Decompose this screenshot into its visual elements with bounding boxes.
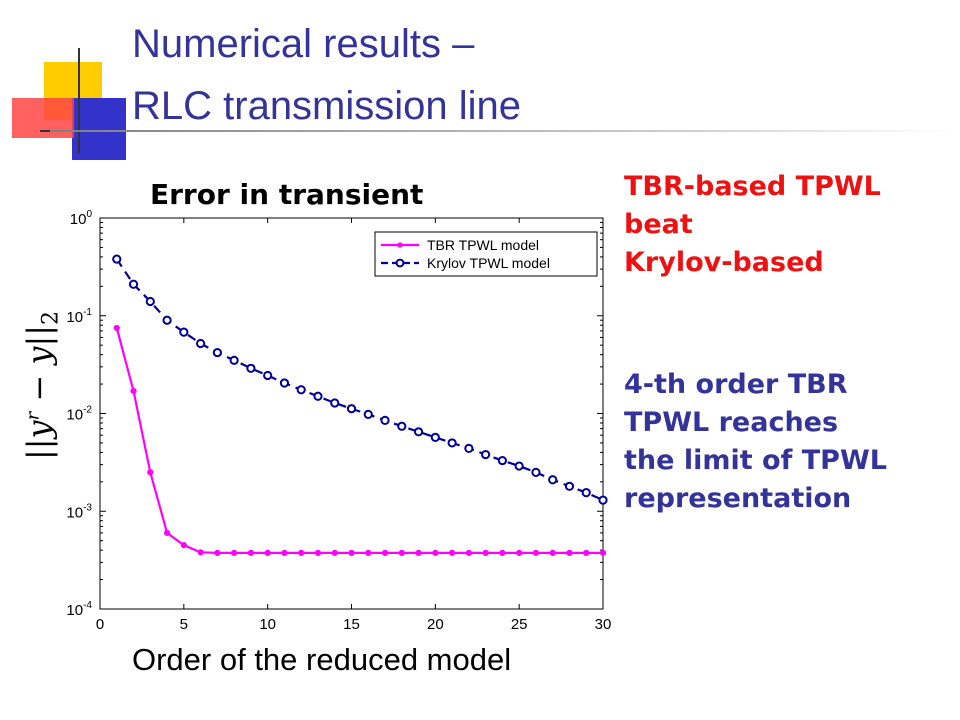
data-point-krylov xyxy=(296,385,306,395)
x-tick-label: 20 xyxy=(427,616,444,633)
data-point-tbr xyxy=(130,387,137,395)
data-point-tbr xyxy=(381,549,389,556)
data-point-tbr xyxy=(465,549,472,556)
x-tick-label: 5 xyxy=(180,616,188,633)
data-point-krylov xyxy=(581,488,591,498)
data-point-tbr xyxy=(482,549,489,556)
x-tick-label: 10 xyxy=(259,616,276,633)
legend-marker xyxy=(395,258,405,268)
data-point-krylov xyxy=(246,363,256,373)
data-point-tbr xyxy=(365,549,372,556)
data-point-tbr xyxy=(214,549,221,556)
x-tick-label: 15 xyxy=(343,616,360,633)
data-point-tbr xyxy=(197,549,204,556)
data-point-krylov xyxy=(162,315,172,325)
data-point-krylov xyxy=(229,355,239,365)
data-point-tbr xyxy=(566,549,573,556)
data-point-krylov xyxy=(413,427,424,437)
data-point-krylov xyxy=(531,467,541,477)
logo-vertical-line xyxy=(78,48,80,153)
data-point-krylov xyxy=(212,347,222,358)
data-point-tbr xyxy=(331,549,338,556)
data-point-tbr xyxy=(147,469,154,476)
x-tick-label: 0 xyxy=(96,616,104,633)
legend-label: TBR TPWL model xyxy=(427,237,539,253)
data-point-tbr xyxy=(432,549,439,556)
legend-marker xyxy=(397,242,403,248)
x-tick-label: 30 xyxy=(595,616,612,633)
slide-title-line2: RLC transmission line xyxy=(132,84,522,128)
data-point-tbr xyxy=(499,549,506,556)
data-point-krylov xyxy=(430,432,440,442)
data-point-krylov xyxy=(263,370,273,381)
blue-note-line: 4-th order TBR xyxy=(624,369,848,400)
red-note-line: Krylov-based xyxy=(624,247,824,278)
y-tick-label: 10-1 xyxy=(66,307,92,326)
red-note: TBR-based TPWL beat Krylov-based xyxy=(624,168,881,282)
data-point-tbr xyxy=(264,549,271,556)
data-point-krylov xyxy=(313,391,323,401)
data-point-krylov xyxy=(363,409,373,419)
data-point-tbr xyxy=(348,549,355,556)
chart-heading: Error in transient xyxy=(150,178,424,211)
slide-title-line1: Numerical results – xyxy=(132,22,475,66)
x-tick-label: 25 xyxy=(511,616,528,633)
data-point-tbr xyxy=(163,529,171,537)
data-point-tbr xyxy=(449,549,456,556)
title-rule xyxy=(50,130,955,132)
legend-label: Krylov TPWL model xyxy=(427,255,550,271)
logo-blue-square xyxy=(72,98,126,160)
data-point-tbr xyxy=(180,542,187,549)
data-point-krylov xyxy=(564,481,575,491)
data-point-krylov xyxy=(112,254,122,264)
data-point-tbr xyxy=(583,549,590,556)
data-point-krylov xyxy=(380,415,390,425)
data-point-tbr xyxy=(415,549,422,556)
data-point-krylov xyxy=(514,461,524,471)
data-point-tbr xyxy=(314,549,322,556)
red-note-line: TBR-based TPWL xyxy=(624,171,881,202)
data-point-krylov xyxy=(497,455,507,466)
data-point-tbr xyxy=(599,549,607,556)
data-point-krylov xyxy=(346,404,357,414)
data-point-krylov xyxy=(447,438,457,448)
data-point-krylov xyxy=(481,449,491,460)
y-tick-label: 10-3 xyxy=(66,502,92,521)
data-point-tbr xyxy=(398,549,405,556)
data-point-tbr xyxy=(247,549,254,556)
legend-box xyxy=(374,231,598,277)
data-point-krylov xyxy=(179,327,189,337)
data-point-krylov xyxy=(548,475,558,485)
y-tick-label: 100 xyxy=(70,209,93,228)
blue-note-line: TPWL reaches xyxy=(624,407,839,438)
x-axis-label: Order of the reduced model xyxy=(132,642,512,677)
data-point-krylov xyxy=(464,443,474,453)
data-point-krylov xyxy=(128,279,139,289)
data-point-krylov xyxy=(397,421,407,431)
red-note-line: beat xyxy=(624,209,693,240)
data-point-krylov xyxy=(196,338,206,349)
data-point-tbr xyxy=(113,324,120,332)
blue-note: 4-th order TBR TPWL reaches the limit of… xyxy=(624,366,887,518)
data-point-krylov xyxy=(279,378,290,388)
data-point-tbr xyxy=(281,549,288,556)
data-point-krylov xyxy=(145,296,155,307)
data-point-krylov xyxy=(330,398,340,408)
data-point-tbr xyxy=(532,549,540,556)
y-tick-label: 10-2 xyxy=(66,405,92,424)
y-tick-label: 10-4 xyxy=(66,600,92,619)
data-point-tbr xyxy=(516,549,523,556)
data-point-tbr xyxy=(298,549,305,556)
data-point-krylov xyxy=(598,495,608,505)
blue-note-line: representation xyxy=(624,483,852,514)
data-point-tbr xyxy=(231,549,238,556)
data-point-tbr xyxy=(549,549,556,556)
blue-note-line: the limit of TPWL xyxy=(624,445,887,476)
